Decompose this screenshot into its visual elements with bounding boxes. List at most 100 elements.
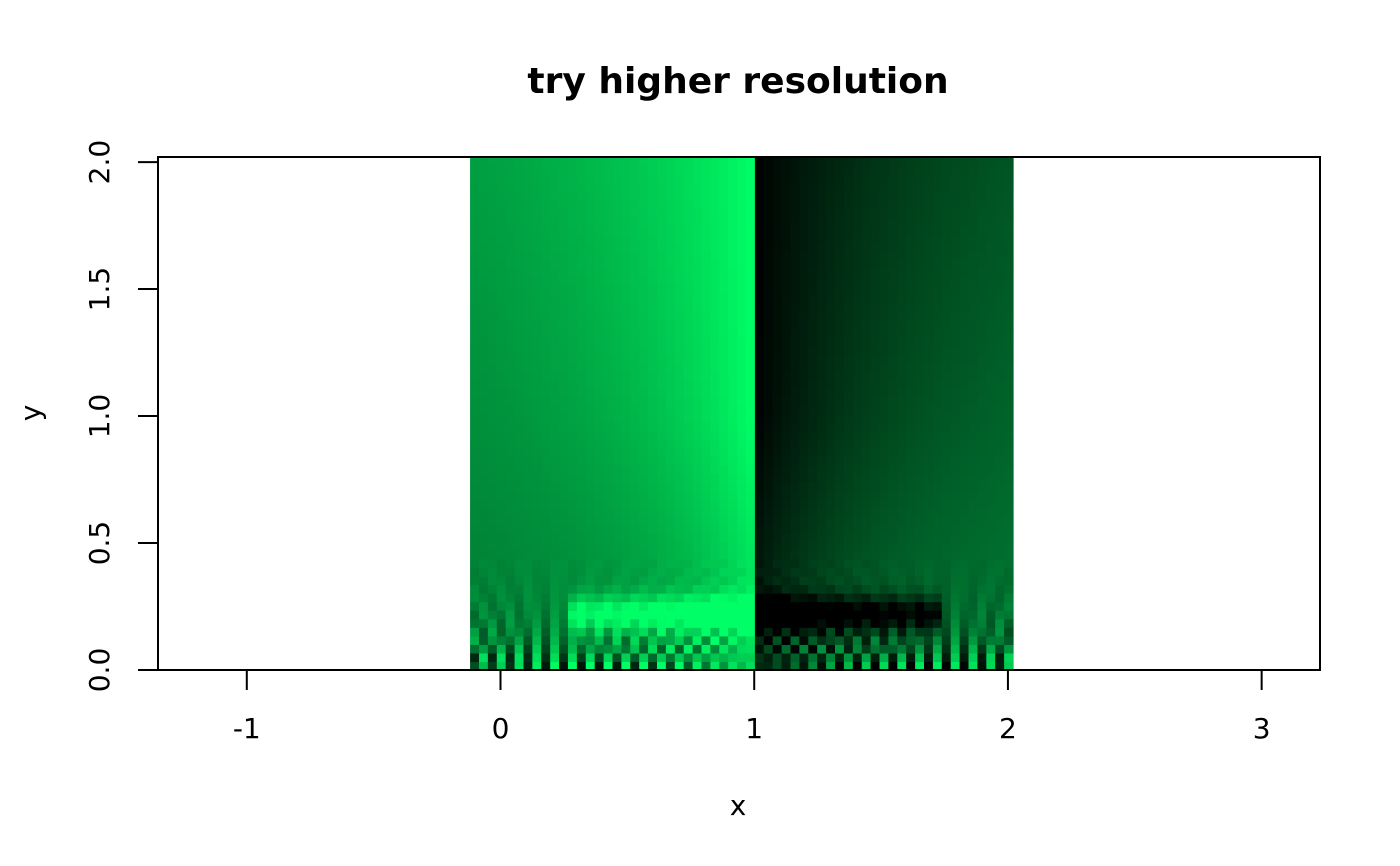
- heatmap-cell: [505, 182, 516, 192]
- heatmap-cell: [710, 593, 720, 603]
- heatmap-cell: [959, 627, 970, 637]
- heatmap-cell: [728, 558, 738, 568]
- heatmap-cell: [879, 541, 889, 551]
- heatmap-cell: [719, 481, 729, 492]
- heatmap-cell: [559, 499, 569, 509]
- heatmap-cell: [888, 473, 898, 483]
- heatmap-cell: [478, 216, 489, 226]
- heatmap-cell: [612, 328, 622, 338]
- heatmap-cell: [576, 302, 587, 312]
- heatmap-cell: [541, 387, 551, 397]
- heatmap-cell: [541, 191, 551, 201]
- heatmap-cell: [470, 259, 480, 269]
- heatmap-cell: [781, 319, 792, 329]
- heatmap-cell: [790, 233, 800, 244]
- heatmap-cell: [977, 268, 987, 278]
- heatmap-cell: [683, 635, 694, 645]
- heatmap-cell: [532, 182, 542, 192]
- heatmap-cell: [514, 507, 525, 517]
- heatmap-cell: [826, 439, 836, 449]
- heatmap-cell: [567, 627, 578, 637]
- heatmap-cell: [995, 276, 1005, 286]
- heatmap-cell: [986, 396, 996, 406]
- heatmap-cell: [977, 473, 987, 483]
- heatmap-cell: [888, 285, 898, 295]
- heatmap-cell: [550, 362, 560, 372]
- heatmap-cell: [559, 422, 569, 432]
- heatmap-cell: [737, 490, 747, 500]
- heatmap-cell: [728, 404, 738, 415]
- heatmap-cell: [541, 319, 551, 329]
- heatmap-cell: [665, 593, 676, 603]
- heatmap-cell: [843, 302, 854, 312]
- heatmap-cell: [959, 533, 970, 543]
- heatmap-cell: [612, 490, 622, 500]
- heatmap-cell: [523, 251, 533, 261]
- y-tick-label: 0.0: [83, 648, 116, 693]
- heatmap-cell: [986, 627, 996, 637]
- heatmap-cell: [541, 225, 551, 235]
- heatmap-cell: [852, 661, 863, 671]
- heatmap-cell: [576, 618, 587, 628]
- heatmap-cell: [648, 447, 658, 457]
- heatmap-cell: [683, 362, 694, 372]
- heatmap-cell: [817, 225, 827, 235]
- heatmap-cell: [674, 558, 685, 568]
- heatmap-cell: [968, 285, 979, 295]
- heatmap-cell: [1004, 447, 1014, 457]
- heatmap-cell: [603, 524, 614, 534]
- heatmap-cell: [932, 404, 943, 415]
- heatmap-cell: [710, 353, 720, 363]
- heatmap-cell: [826, 387, 836, 397]
- heatmap-cell: [790, 516, 800, 526]
- heatmap-cell: [888, 635, 898, 645]
- heatmap-cell: [790, 490, 800, 500]
- heatmap-cell: [541, 575, 551, 586]
- heatmap-cell: [701, 541, 711, 551]
- heatmap-cell: [630, 157, 640, 167]
- heatmap-cell: [995, 490, 1005, 500]
- heatmap-cell: [995, 627, 1005, 637]
- heatmap-cell: [915, 481, 925, 492]
- heatmap-cell: [576, 208, 587, 218]
- heatmap-cell: [683, 567, 694, 577]
- heatmap-cell: [1004, 601, 1014, 611]
- heatmap-cell: [924, 174, 934, 184]
- heatmap-cell: [639, 439, 649, 449]
- heatmap-cell: [532, 627, 542, 637]
- heatmap-cell: [834, 618, 845, 628]
- heatmap-cell: [986, 157, 996, 167]
- heatmap-cell: [870, 157, 881, 167]
- heatmap-cell: [505, 251, 516, 261]
- heatmap-cell: [1004, 404, 1014, 415]
- heatmap-cell: [745, 661, 756, 671]
- heatmap-cell: [1004, 627, 1014, 637]
- heatmap-cell: [897, 644, 907, 654]
- heatmap-cell: [656, 379, 667, 389]
- heatmap-cell: [532, 567, 542, 577]
- heatmap-cell: [986, 533, 996, 543]
- heatmap-cell: [808, 550, 818, 560]
- heatmap-cell: [737, 413, 747, 423]
- heatmap-cell: [621, 584, 631, 594]
- heatmap-cell: [790, 661, 800, 671]
- heatmap-cell: [603, 242, 614, 252]
- heatmap-cell: [710, 370, 720, 380]
- heatmap-cell: [852, 259, 863, 269]
- heatmap-cell: [576, 199, 587, 209]
- heatmap-cell: [478, 499, 489, 509]
- heatmap-cell: [852, 216, 863, 226]
- heatmap-cell: [941, 473, 952, 483]
- heatmap-cell: [906, 379, 916, 389]
- heatmap-cell: [719, 618, 729, 628]
- heatmap-cell: [674, 268, 685, 278]
- heatmap-cell: [861, 524, 872, 534]
- heatmap-cell: [1004, 353, 1014, 363]
- heatmap-cell: [915, 379, 925, 389]
- heatmap-cell: [941, 550, 952, 560]
- heatmap-cell: [852, 157, 863, 167]
- heatmap-cell: [790, 439, 800, 449]
- heatmap-cell: [852, 336, 863, 346]
- heatmap-cell: [496, 584, 507, 594]
- heatmap-cell: [630, 652, 640, 663]
